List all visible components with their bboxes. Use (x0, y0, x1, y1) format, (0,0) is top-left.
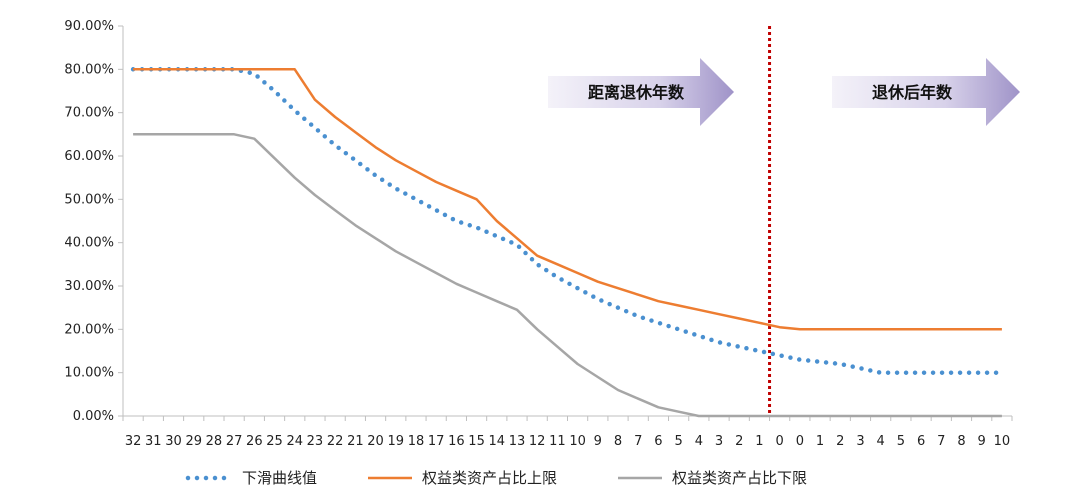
x-tick-label: 23 (307, 434, 324, 449)
y-tick-label: 0.00% (73, 409, 114, 424)
x-tick-label: 30 (165, 434, 182, 449)
x-tick-label: 9 (978, 434, 986, 449)
x-tick-label: 28 (206, 434, 223, 449)
series-line-0 (130, 67, 1005, 375)
x-tick-label: 18 (408, 434, 425, 449)
x-tick-label: 10 (569, 434, 586, 449)
series-lines (130, 67, 1005, 418)
x-tick-label: 16 (448, 434, 465, 449)
y-tick-label: 60.00% (64, 149, 114, 164)
x-tick-label: 10 (994, 434, 1011, 449)
legend-label-0: 下滑曲线值 (242, 469, 317, 487)
x-tick-label: 0 (796, 434, 804, 449)
x-axis-ticks: 32 31 30 29 28 27 26 25 24 23 22 21 20 19 18 17 16 15 14 13… (122, 416, 1013, 449)
series-line-2 (133, 133, 1002, 418)
x-tick-label: 21 (347, 434, 364, 449)
legend-label-1: 权益类资产占比上限 (422, 469, 557, 487)
x-tick-label: 12 (529, 434, 546, 449)
x-tick-label: 17 (428, 434, 445, 449)
annotation-arrows: 距离退休年数 退休后年数 (548, 58, 1020, 126)
x-tick-label: 25 (266, 434, 283, 449)
x-tick-label: 20 (367, 434, 384, 449)
x-tick-label: 9 (594, 434, 602, 449)
x-tick-label: 31 (145, 434, 162, 449)
x-tick-label: 4 (877, 434, 885, 449)
x-tick-label: 5 (674, 434, 682, 449)
x-tick-label: 29 (185, 434, 202, 449)
x-tick-label: 19 (387, 434, 404, 449)
legend: 下滑曲线值 权益类资产占比上限 权益类资产占比下限 (185, 469, 807, 487)
y-tick-label: 70.00% (64, 106, 114, 121)
x-tick-label: 2 (735, 434, 743, 449)
y-tick-label: 90.00% (64, 19, 114, 34)
x-tick-label: 7 (937, 434, 945, 449)
x-tick-label: 13 (509, 434, 526, 449)
x-tick-label: 8 (957, 434, 965, 449)
x-tick-label: 24 (286, 434, 303, 449)
series-line-1 (133, 68, 1002, 331)
x-tick-label: 7 (634, 434, 642, 449)
arrow-before-label: 距离退休年数 (588, 83, 685, 102)
x-tick-label: 3 (715, 434, 723, 449)
y-tick-label: 50.00% (64, 192, 114, 207)
x-tick-label: 26 (246, 434, 263, 449)
x-tick-label: 3 (856, 434, 864, 449)
y-tick-label: 10.00% (64, 366, 114, 381)
y-tick-label: 40.00% (64, 236, 114, 251)
arrow-before-retirement (548, 58, 734, 126)
y-axis-ticks: 0.00% 10.00% 20.00% 30.00% 40.00% 50.00% 60.00… (64, 19, 123, 424)
x-tick-label: 6 (654, 434, 662, 449)
arrow-after-retirement (832, 58, 1020, 126)
legend-label-2: 权益类资产占比下限 (672, 469, 807, 487)
x-tick-label: 27 (226, 434, 243, 449)
x-tick-label: 5 (897, 434, 905, 449)
y-tick-label: 30.00% (64, 279, 114, 294)
x-tick-label: 1 (755, 434, 763, 449)
x-tick-label: 0 (776, 434, 784, 449)
x-tick-label: 15 (468, 434, 485, 449)
x-tick-label: 14 (489, 434, 506, 449)
x-tick-label: 4 (695, 434, 703, 449)
x-tick-label: 11 (549, 434, 566, 449)
x-tick-label: 1 (816, 434, 824, 449)
y-tick-label: 20.00% (64, 322, 114, 337)
arrow-after-label: 退休后年数 (872, 83, 953, 102)
x-tick-label: 6 (917, 434, 925, 449)
x-tick-label: 8 (614, 434, 622, 449)
x-tick-label: 2 (836, 434, 844, 449)
x-tick-label: 22 (327, 434, 344, 449)
x-tick-label: 32 (125, 434, 142, 449)
y-tick-label: 80.00% (64, 62, 114, 77)
